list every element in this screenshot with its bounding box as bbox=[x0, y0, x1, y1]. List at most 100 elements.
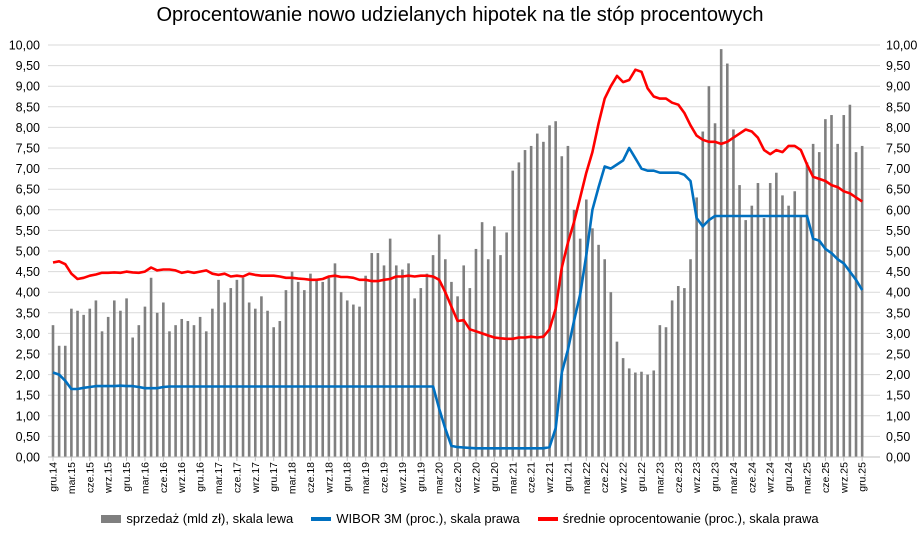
bar bbox=[450, 281, 453, 457]
bar bbox=[352, 304, 355, 457]
y-tick-label-left: 10,00 bbox=[9, 39, 40, 53]
bar bbox=[76, 310, 79, 457]
bar bbox=[413, 298, 416, 457]
x-tick-label: cze.20 bbox=[452, 462, 464, 493]
legend-label: WIBOR 3M (proc.), skala prawa bbox=[336, 511, 520, 526]
bar bbox=[529, 145, 533, 457]
bar bbox=[775, 172, 778, 457]
x-tick-label: wrz.21 bbox=[544, 462, 556, 494]
rate-line bbox=[52, 68, 863, 341]
y-tick-label-right: 3,50 bbox=[886, 306, 910, 320]
bar bbox=[137, 325, 141, 457]
x-tick-label: gru.16 bbox=[195, 462, 207, 492]
bar bbox=[480, 222, 484, 457]
left-axis: 0,00 0,50 1,00 1,50 2,00 2,50 3,00 3,50 4,00 4,50… bbox=[9, 39, 40, 465]
bar bbox=[646, 374, 649, 457]
bar bbox=[168, 331, 171, 457]
bar bbox=[670, 300, 674, 457]
bar bbox=[683, 288, 686, 457]
y-tick-label-left: 7,00 bbox=[16, 162, 40, 176]
x-tick-label: gru.14 bbox=[48, 462, 60, 492]
bar bbox=[364, 275, 367, 457]
x-tick-label: mar.20 bbox=[434, 462, 446, 494]
bar bbox=[658, 325, 662, 457]
y-tick-label-left: 2,50 bbox=[16, 348, 40, 362]
x-tick-label: cze.18 bbox=[305, 462, 317, 493]
bar bbox=[407, 263, 410, 457]
bar bbox=[51, 325, 55, 457]
bar bbox=[689, 259, 692, 457]
bar bbox=[419, 288, 423, 457]
bar bbox=[860, 145, 864, 457]
bar bbox=[732, 129, 735, 457]
bar bbox=[805, 162, 809, 458]
y-tick-label-left: 6,00 bbox=[16, 203, 40, 217]
bar bbox=[284, 290, 288, 457]
bar bbox=[241, 277, 245, 457]
wibor-line bbox=[52, 146, 864, 450]
bar bbox=[290, 271, 294, 457]
x-tick-label: wrz.25 bbox=[838, 462, 850, 494]
y-tick-label-right: 0,00 bbox=[886, 451, 910, 465]
bar bbox=[370, 253, 374, 457]
y-tick-label-left: 8,00 bbox=[16, 121, 40, 135]
y-tick-label-right: 1,00 bbox=[886, 409, 910, 423]
bar bbox=[572, 209, 576, 457]
y-tick-label-left: 9,50 bbox=[16, 59, 40, 73]
bar bbox=[493, 226, 496, 457]
bar bbox=[260, 296, 263, 457]
bar bbox=[211, 308, 214, 457]
y-tick-label-right: 4,00 bbox=[886, 286, 910, 300]
bar bbox=[401, 269, 404, 457]
bar bbox=[603, 259, 606, 457]
y-tick-label-left: 6,50 bbox=[16, 183, 40, 197]
y-tick-label-left: 3,00 bbox=[16, 327, 40, 341]
bar bbox=[695, 197, 698, 457]
y-tick-label-right: 5,50 bbox=[886, 224, 910, 238]
x-tick-label: mar.16 bbox=[139, 462, 151, 494]
bar bbox=[621, 358, 625, 457]
legend-item-wibor: WIBOR 3M (proc.), skala prawa bbox=[311, 511, 520, 526]
x-tick-label: cze.23 bbox=[673, 462, 685, 493]
bar bbox=[836, 143, 839, 457]
y-tick-label-right: 9,00 bbox=[886, 80, 910, 94]
y-tick-label-right: 8,50 bbox=[886, 100, 910, 114]
bar bbox=[535, 133, 539, 457]
x-tick-label: gru.18 bbox=[342, 462, 354, 492]
x-tick-label: wrz.16 bbox=[176, 462, 188, 494]
bar bbox=[634, 372, 637, 457]
y-tick-label-right: 8,00 bbox=[886, 121, 910, 135]
bar bbox=[315, 279, 318, 457]
bar bbox=[444, 259, 447, 457]
y-tick-label-left: 0,50 bbox=[16, 430, 40, 444]
bar bbox=[57, 345, 61, 457]
x-tick-label: wrz.18 bbox=[323, 462, 335, 494]
bar bbox=[486, 259, 490, 457]
x-tick-label: wrz.22 bbox=[618, 462, 630, 494]
y-tick-label-right: 6,50 bbox=[886, 183, 910, 197]
bar bbox=[162, 302, 165, 457]
bar bbox=[119, 310, 122, 457]
bar bbox=[229, 288, 233, 457]
bar bbox=[70, 308, 73, 457]
bar bbox=[499, 255, 502, 457]
x-tick-label: cze.25 bbox=[820, 462, 832, 493]
y-tick-label-left: 4,00 bbox=[16, 286, 40, 300]
y-tick-label-left: 1,50 bbox=[16, 389, 40, 403]
bar bbox=[382, 265, 386, 457]
bar bbox=[578, 238, 582, 457]
bar bbox=[768, 183, 772, 457]
bar bbox=[462, 265, 466, 457]
bar bbox=[468, 288, 472, 457]
bar bbox=[848, 104, 852, 458]
bar bbox=[750, 205, 754, 457]
bar bbox=[174, 325, 177, 457]
bar bbox=[431, 255, 435, 457]
legend-item-sales: sprzedaż (mld zł), skala lewa bbox=[101, 511, 293, 526]
bar bbox=[517, 162, 521, 458]
bar bbox=[272, 327, 275, 457]
bar bbox=[554, 121, 557, 457]
x-axis: gru.14 mar.15 cze.15 wrz.15 gru.15 mar.16 cze.… bbox=[48, 456, 880, 494]
y-tick-label-left: 7,50 bbox=[16, 142, 40, 156]
